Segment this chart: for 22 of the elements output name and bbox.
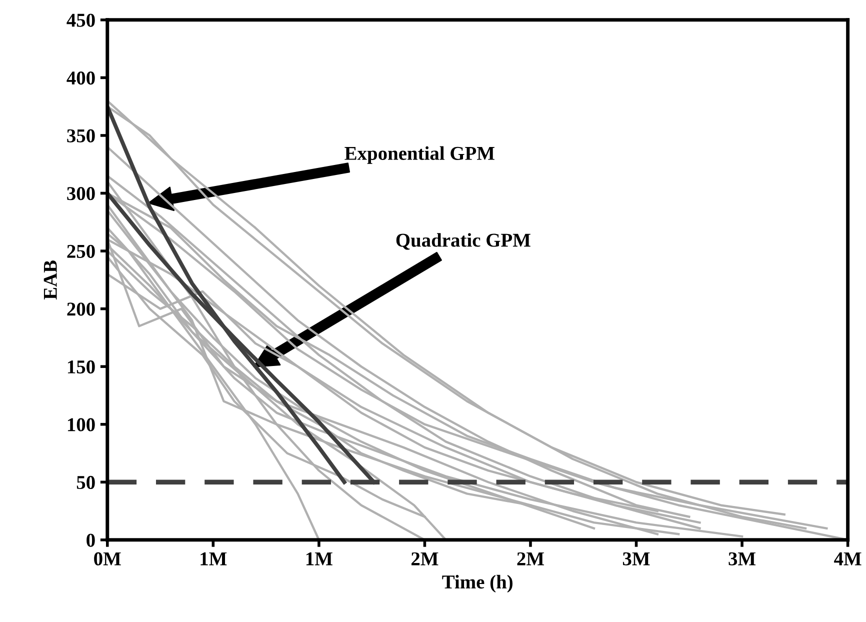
y-tick-label: 50 <box>76 476 95 490</box>
x-tick-label: 1M <box>306 552 332 566</box>
annotation: Quadratic GPM <box>396 233 530 250</box>
y-tick-label: 150 <box>68 360 95 374</box>
x-tick-label: 0M <box>94 552 121 566</box>
x-tick-label: 4M <box>834 552 862 566</box>
y-tick-label: 250 <box>67 244 95 258</box>
y-axis-title: EAB <box>44 260 57 300</box>
annotation: Exponential GPM <box>344 146 494 164</box>
y-tick-label: 200 <box>67 302 95 316</box>
y-tick-label: 400 <box>66 71 95 85</box>
x-tick-label: 3M <box>622 552 650 566</box>
y-tick-label: 0 <box>86 534 95 547</box>
y-tick-label: 450 <box>66 14 95 27</box>
y-tick-label: 300 <box>67 187 95 200</box>
x-tick-label: 2M <box>411 552 438 566</box>
x-tick-label: 1M <box>200 552 227 566</box>
x-tick-label: 3M <box>728 552 756 566</box>
x-axis-title: Time (h) <box>442 574 512 593</box>
y-tick-label: 350 <box>67 129 95 142</box>
x-tick-label: 2M <box>517 552 544 566</box>
y-tick-label: 100 <box>68 418 95 432</box>
